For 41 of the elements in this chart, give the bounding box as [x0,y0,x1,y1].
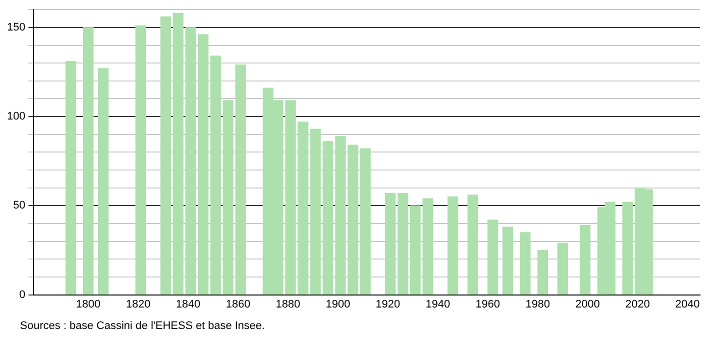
x-tick-label: 2000 [575,298,600,310]
bar [502,226,514,295]
source-note: Sources : base Cassini de l'EHESS et base Insee. [20,320,265,332]
y-tick-label: 100 [6,110,26,123]
bar [172,12,184,295]
bar [98,68,109,295]
bar [410,205,421,295]
x-tick-label: 1820 [126,298,150,310]
x-tick-label: 1860 [226,298,250,310]
y-tick-label: 0 [19,288,26,301]
y-tick-label: 150 [6,21,26,34]
x-tick-label: 1840 [176,298,200,310]
x-tick-label: 1920 [376,298,400,310]
bar [398,192,408,295]
bar [82,27,94,295]
bar [422,198,434,295]
x-tick-label: 1880 [276,298,300,310]
bar [160,16,172,295]
bar [557,242,568,295]
bar [235,64,246,295]
bar [520,232,531,295]
x-tick-label: 1800 [76,298,101,310]
bar [185,27,196,295]
bar [222,100,234,295]
x-tick-label: 2020 [625,298,650,310]
bar [210,56,221,295]
y-tick-label: 50 [13,200,26,212]
bar [135,25,146,295]
x-tick-label: 1960 [476,298,500,310]
x-tick-label: 1980 [525,298,550,310]
bar [65,60,76,295]
x-tick-label: 2040 [675,298,700,310]
bar [537,250,548,295]
bar [447,196,458,295]
bar [385,192,396,295]
x-tick-label: 1940 [426,298,450,310]
x-tick-label: 1900 [326,298,350,310]
bar [198,34,208,295]
bar [487,220,498,295]
bar [580,224,590,295]
bar [467,194,478,295]
